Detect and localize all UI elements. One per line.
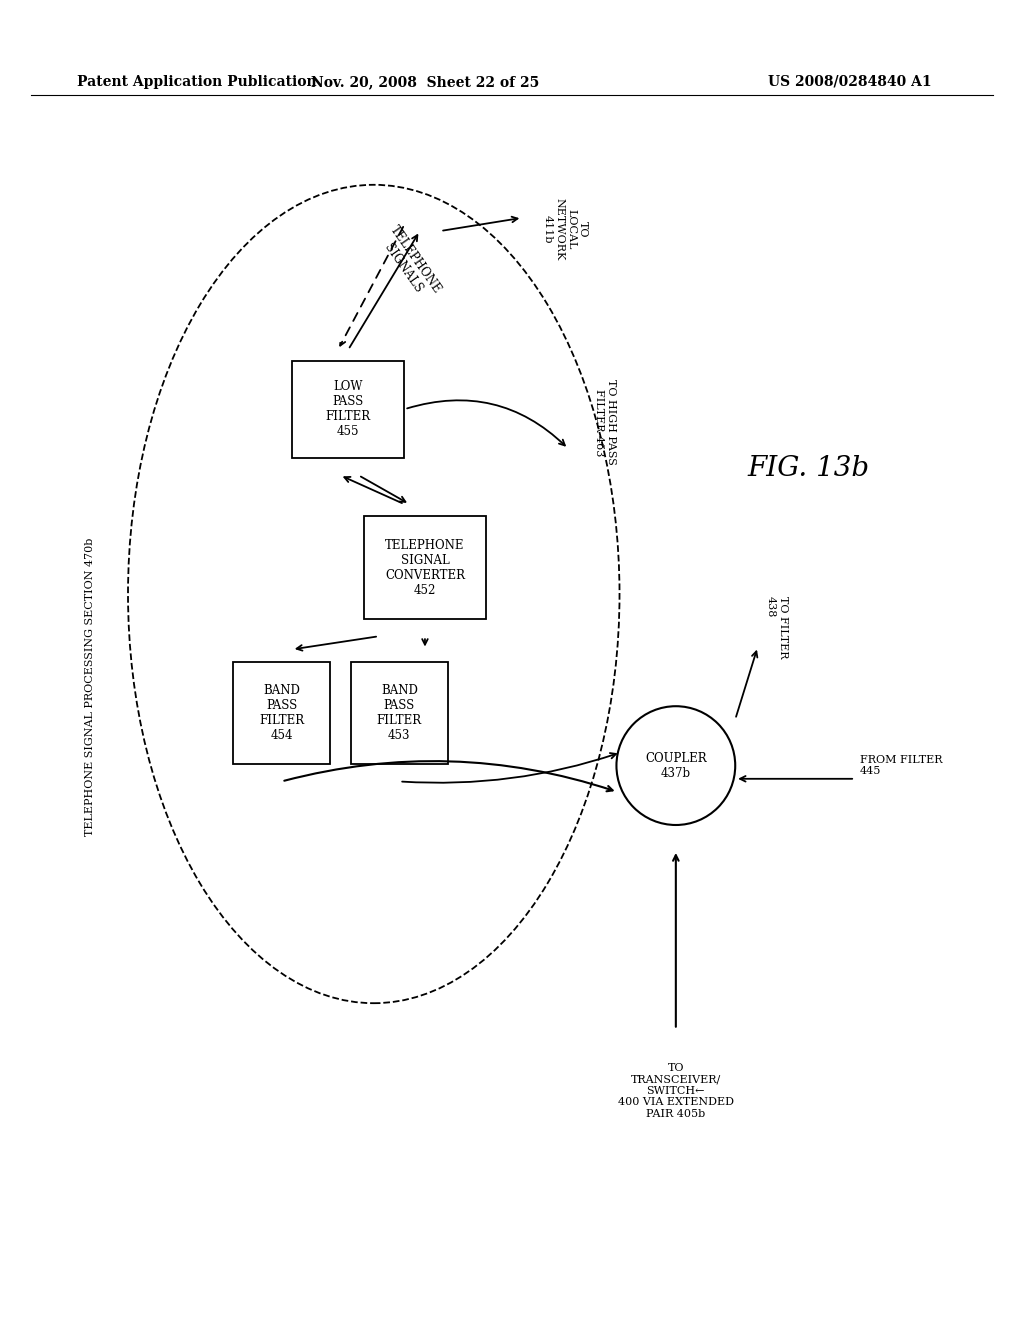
Text: FIG. 13b: FIG. 13b <box>748 455 870 482</box>
Text: TELEPHONE SIGNAL PROCESSING SECTION 470b: TELEPHONE SIGNAL PROCESSING SECTION 470b <box>85 537 95 836</box>
Bar <box>350 661 449 764</box>
Bar <box>233 661 330 764</box>
Text: TO HIGH PASS
FILTER 463: TO HIGH PASS FILTER 463 <box>594 379 615 466</box>
Bar <box>364 516 486 619</box>
Text: BAND
PASS
FILTER
454: BAND PASS FILTER 454 <box>259 684 304 742</box>
Text: BAND
PASS
FILTER
453: BAND PASS FILTER 453 <box>377 684 422 742</box>
Text: TO
LOCAL
NETWORK
411b: TO LOCAL NETWORK 411b <box>543 198 588 260</box>
Text: FROM FILTER
445: FROM FILTER 445 <box>860 755 943 776</box>
Text: TELEPHONE
SIGNALS: TELEPHONE SIGNALS <box>376 223 443 305</box>
Text: TELEPHONE
SIGNAL
CONVERTER
452: TELEPHONE SIGNAL CONVERTER 452 <box>385 539 465 597</box>
Text: TO
TRANSCEIVER/
SWITCH←
400 VIA EXTENDED
PAIR 405b: TO TRANSCEIVER/ SWITCH← 400 VIA EXTENDED… <box>617 1063 734 1119</box>
Text: TO FILTER
438: TO FILTER 438 <box>766 595 787 659</box>
Text: US 2008/0284840 A1: US 2008/0284840 A1 <box>768 75 932 88</box>
Text: Nov. 20, 2008  Sheet 22 of 25: Nov. 20, 2008 Sheet 22 of 25 <box>311 75 539 88</box>
Bar <box>292 360 404 458</box>
Text: Patent Application Publication: Patent Application Publication <box>77 75 316 88</box>
Text: LOW
PASS
FILTER
455: LOW PASS FILTER 455 <box>326 380 371 438</box>
Text: COUPLER
437b: COUPLER 437b <box>645 751 707 780</box>
